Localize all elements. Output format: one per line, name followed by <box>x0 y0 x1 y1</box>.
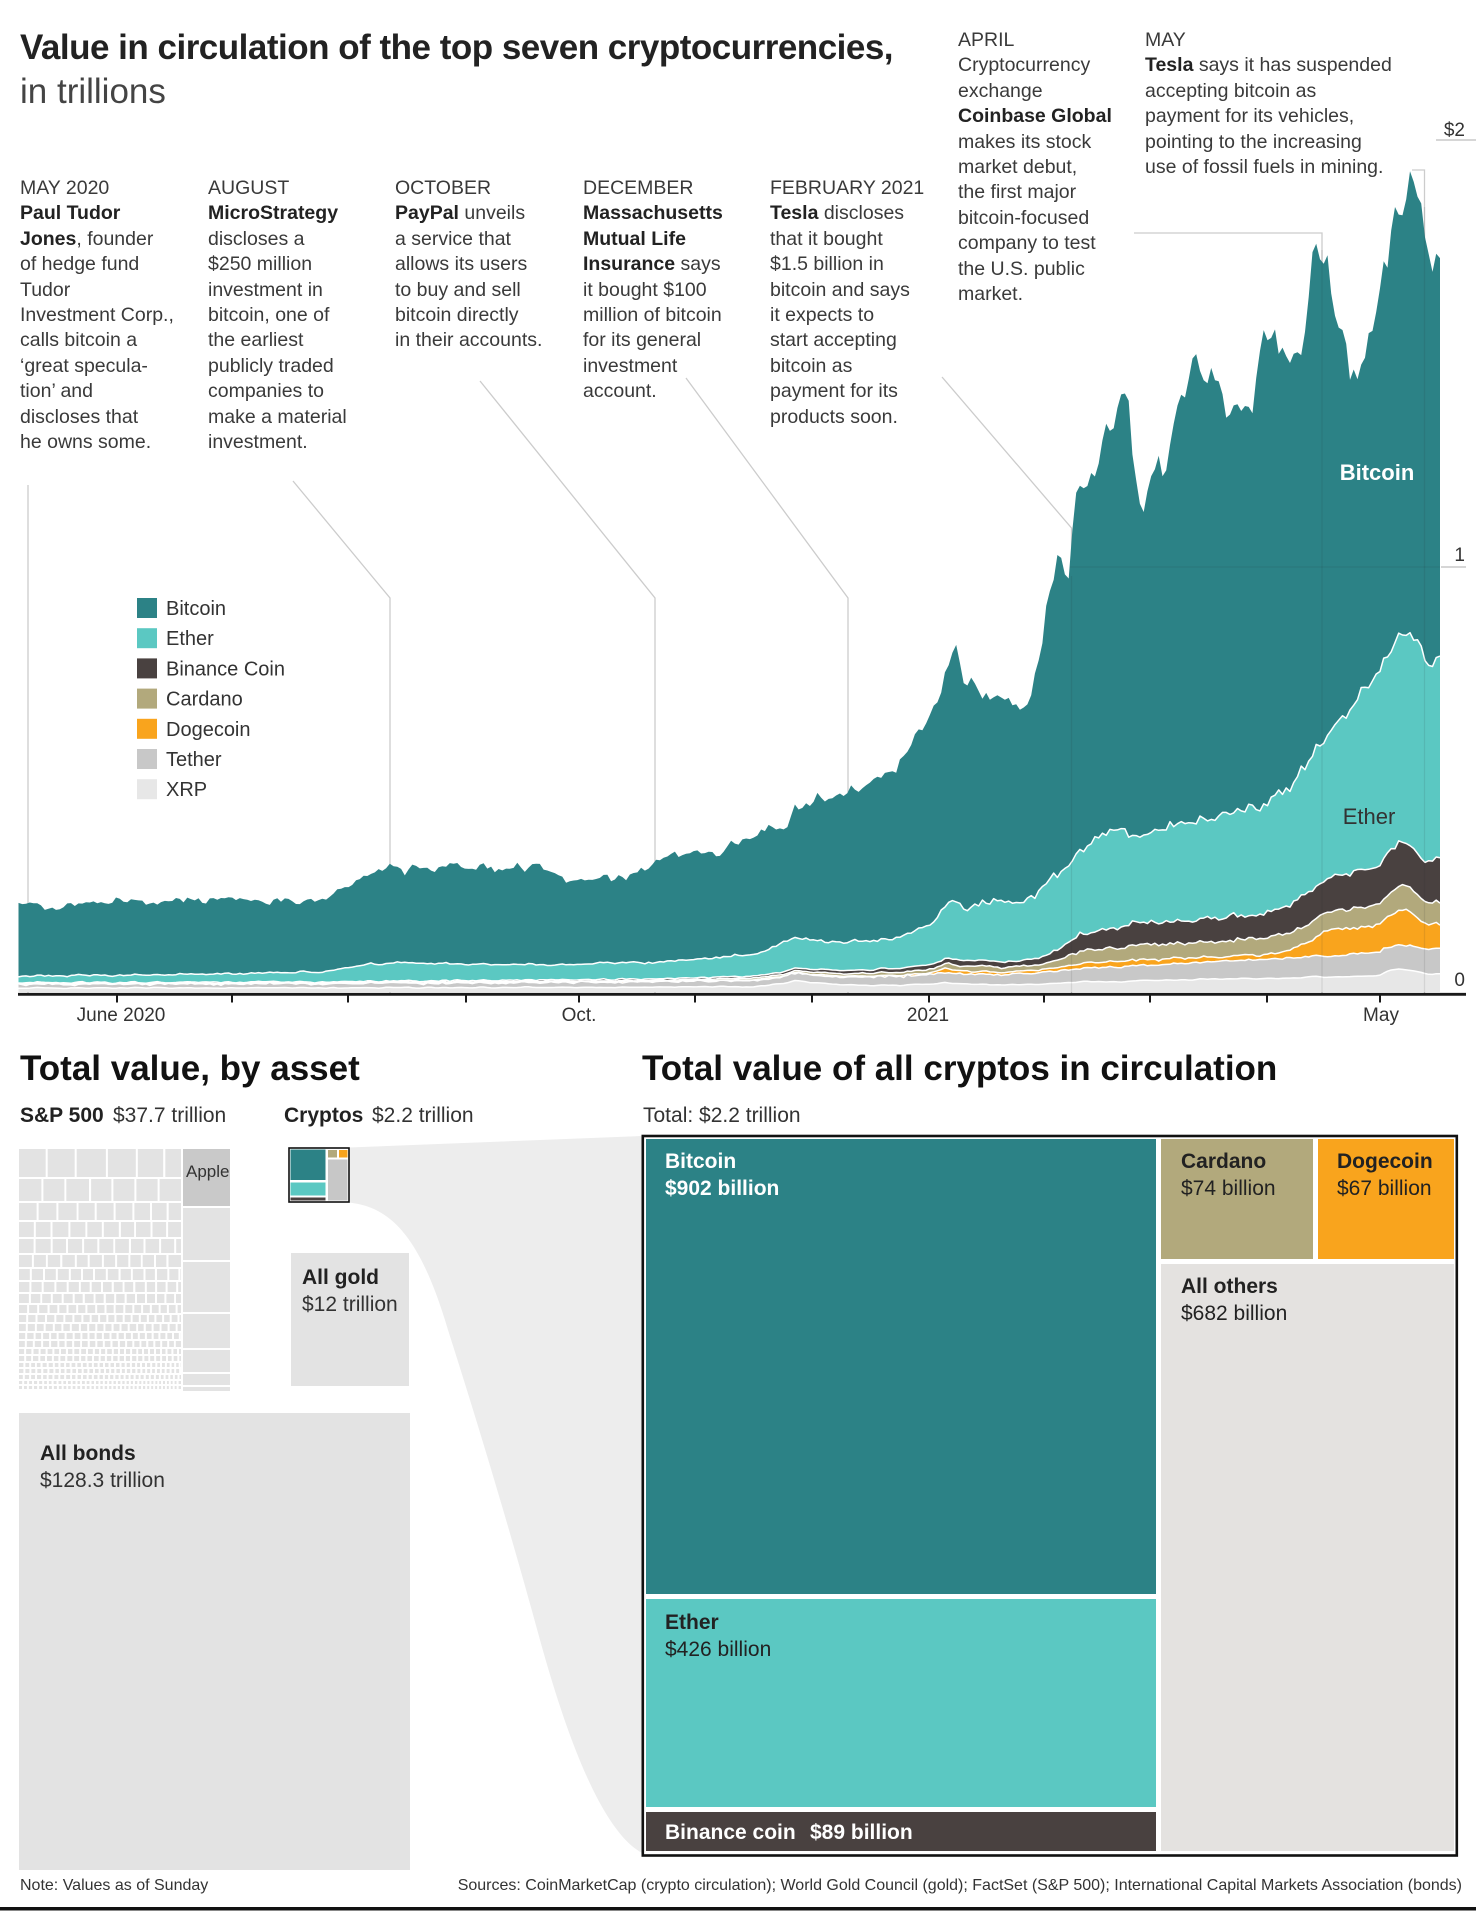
svg-text:$902 billion: $902 billion <box>665 1177 779 1200</box>
svg-text:Bitcoin: Bitcoin <box>665 1150 736 1173</box>
svg-text:$128.3 trillion: $128.3 trillion <box>40 1469 165 1492</box>
svg-text:$12 trillion: $12 trillion <box>302 1293 398 1316</box>
svg-text:$37.7 trillion: $37.7 trillion <box>113 1104 226 1127</box>
svg-text:$74 billion: $74 billion <box>1181 1177 1276 1200</box>
svg-text:June 2020: June 2020 <box>77 1005 166 1026</box>
svg-text:Binance coin: Binance coin <box>665 1821 796 1844</box>
svg-text:Tether: Tether <box>166 749 222 771</box>
svg-text:Binance Coin: Binance Coin <box>166 658 285 680</box>
svg-text:Bitcoin: Bitcoin <box>1340 460 1415 485</box>
svg-text:Apple: Apple <box>186 1162 229 1181</box>
svg-text:Ether: Ether <box>166 628 214 650</box>
svg-text:Cardano: Cardano <box>166 689 243 711</box>
svg-text:Sources: CoinMarketCap (crypto: Sources: CoinMarketCap (crypto circulati… <box>458 1877 1462 1894</box>
svg-text:Oct.: Oct. <box>562 1005 597 1026</box>
svg-text:Note: Values as of Sunday: Note: Values as of Sunday <box>20 1877 208 1894</box>
svg-text:All bonds: All bonds <box>40 1442 136 1465</box>
svg-text:Ether: Ether <box>665 1611 719 1634</box>
svg-text:1: 1 <box>1454 545 1465 566</box>
svg-text:Dogecoin: Dogecoin <box>1337 1150 1433 1173</box>
svg-text:$2.2 trillion: $2.2 trillion <box>372 1104 474 1127</box>
svg-text:0: 0 <box>1454 970 1465 991</box>
svg-text:$89 billion: $89 billion <box>810 1821 913 1844</box>
svg-text:$426 billion: $426 billion <box>665 1638 771 1661</box>
svg-text:$682 billion: $682 billion <box>1181 1302 1287 1325</box>
svg-text:S&P 500: S&P 500 <box>20 1104 104 1127</box>
svg-text:All gold: All gold <box>302 1266 379 1289</box>
svg-text:Dogecoin: Dogecoin <box>166 719 251 741</box>
svg-text:Bitcoin: Bitcoin <box>166 598 226 620</box>
svg-text:$67 billion: $67 billion <box>1337 1177 1432 1200</box>
svg-text:XRP: XRP <box>166 779 207 801</box>
svg-text:2021: 2021 <box>907 1005 949 1026</box>
svg-text:Total: $2.2 trillion: Total: $2.2 trillion <box>643 1104 801 1127</box>
svg-text:May: May <box>1363 1005 1399 1026</box>
svg-text:Cryptos: Cryptos <box>284 1104 363 1127</box>
svg-text:$2: $2 <box>1444 120 1465 141</box>
svg-text:Cardano: Cardano <box>1181 1150 1266 1173</box>
svg-text:Ether: Ether <box>1343 804 1396 829</box>
svg-text:All others: All others <box>1181 1275 1278 1298</box>
